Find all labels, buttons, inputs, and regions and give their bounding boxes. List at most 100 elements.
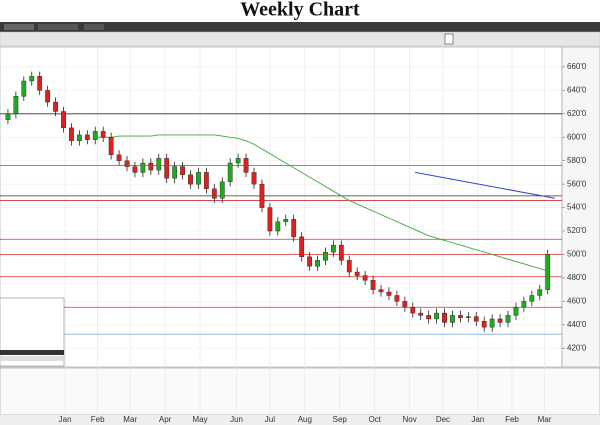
candle-body bbox=[100, 131, 106, 138]
x-tick-label: Mar bbox=[538, 415, 552, 424]
toolbar-button[interactable] bbox=[444, 33, 454, 45]
x-tick-label: Apr bbox=[159, 415, 172, 424]
x-tick-label: Feb bbox=[91, 415, 105, 424]
candle-body bbox=[307, 256, 312, 267]
candle-body bbox=[291, 219, 297, 238]
candle-body bbox=[434, 312, 439, 320]
y-tick-label: 580'0 bbox=[567, 156, 587, 165]
candle-body bbox=[497, 318, 503, 323]
y-tick-label: 440'0 bbox=[567, 320, 587, 329]
candle-body bbox=[529, 295, 535, 302]
candle-body bbox=[418, 312, 424, 316]
candle-body bbox=[108, 137, 114, 156]
candle-body bbox=[331, 244, 336, 253]
candle-body bbox=[61, 111, 66, 129]
candle-body bbox=[140, 162, 146, 173]
candle-body bbox=[37, 76, 43, 91]
candle-body bbox=[5, 113, 11, 120]
candle-body bbox=[164, 158, 170, 179]
candle-body bbox=[243, 158, 249, 173]
y-tick-label: 420'0 bbox=[567, 343, 587, 352]
x-tick-label: Dec bbox=[436, 415, 450, 424]
candle-body bbox=[450, 315, 455, 323]
toolbar-field[interactable] bbox=[38, 24, 78, 30]
candle-body bbox=[442, 312, 447, 323]
y-tick-label: 620'0 bbox=[567, 109, 587, 118]
y-tick-label: 600'0 bbox=[567, 132, 587, 141]
candle-body bbox=[53, 101, 58, 112]
toolbar bbox=[0, 22, 600, 47]
candle-body bbox=[426, 315, 432, 320]
toolbar-field[interactable] bbox=[84, 24, 104, 30]
candle-body bbox=[338, 244, 344, 261]
candle-body bbox=[458, 315, 463, 318]
info-box-frame bbox=[0, 297, 65, 367]
candle-body bbox=[29, 76, 35, 82]
candle-body bbox=[299, 236, 305, 258]
x-tick-label: Feb bbox=[505, 415, 519, 424]
candle-body bbox=[410, 307, 416, 314]
candle-body bbox=[124, 160, 130, 167]
candle-body bbox=[188, 174, 193, 185]
toolbar-bottom bbox=[0, 31, 600, 47]
x-tick-label: Mar bbox=[123, 415, 137, 424]
y-tick-label: 560'0 bbox=[567, 179, 587, 188]
candle-body bbox=[219, 181, 225, 199]
candle-body bbox=[489, 318, 495, 328]
indicator-panel bbox=[0, 367, 600, 416]
x-tick-label: May bbox=[192, 415, 207, 424]
candle-body bbox=[402, 301, 408, 308]
y-tick-label: 460'0 bbox=[567, 296, 587, 305]
info-box-band bbox=[0, 356, 64, 361]
candle-body bbox=[481, 321, 487, 328]
toolbar-field[interactable] bbox=[4, 24, 34, 30]
candle-body bbox=[465, 316, 471, 318]
candle-body bbox=[251, 172, 257, 185]
y-tick-label: 660'0 bbox=[567, 62, 587, 71]
moving-average bbox=[95, 134, 548, 272]
candle-body bbox=[513, 307, 519, 316]
candle-body bbox=[354, 271, 360, 276]
candle-body bbox=[235, 158, 241, 164]
y-tick-label: 540'0 bbox=[567, 203, 587, 212]
candle-body bbox=[76, 134, 82, 141]
y-tick-label: 480'0 bbox=[567, 273, 587, 282]
candle-body bbox=[204, 172, 209, 190]
candle-body bbox=[386, 291, 392, 296]
candle-body bbox=[84, 134, 90, 140]
time-axis bbox=[0, 415, 600, 425]
candle-body bbox=[180, 166, 185, 175]
candle-body bbox=[92, 131, 98, 140]
info-box-band bbox=[0, 350, 64, 355]
candle-body bbox=[227, 162, 233, 182]
candle-body bbox=[148, 162, 154, 171]
y-tick-label: 500'0 bbox=[567, 250, 587, 259]
x-tick-label: Sep bbox=[333, 415, 348, 424]
candle-body bbox=[21, 80, 27, 97]
candle-body bbox=[362, 275, 368, 281]
candle-body bbox=[172, 166, 178, 179]
candle-body bbox=[275, 221, 281, 232]
candle-body bbox=[132, 166, 138, 173]
candle-body bbox=[69, 127, 74, 141]
chart-title: Weekly Chart bbox=[240, 0, 360, 21]
x-tick-label: Nov bbox=[402, 415, 416, 424]
price-axis bbox=[561, 46, 600, 368]
y-tick-label: 520'0 bbox=[567, 226, 587, 235]
toolbar-top bbox=[0, 22, 600, 32]
candle-body bbox=[537, 289, 543, 296]
candle-body bbox=[378, 289, 384, 293]
x-tick-label: Jun bbox=[230, 415, 243, 424]
candle-body bbox=[116, 154, 122, 161]
x-tick-label: Jan bbox=[471, 415, 484, 424]
trendline bbox=[415, 171, 555, 199]
candle-body bbox=[196, 172, 201, 185]
plot: 420'0 440'0 460'0 480'0 500'0 520'0 540'0 560'0… bbox=[0, 47, 587, 424]
candle-body bbox=[13, 96, 19, 115]
candle-body bbox=[259, 183, 265, 208]
candle-body bbox=[211, 188, 217, 199]
candle-body bbox=[346, 260, 352, 273]
x-tick-label: Jul bbox=[265, 415, 275, 424]
candle-body bbox=[370, 280, 376, 290]
candle-body bbox=[45, 90, 51, 103]
